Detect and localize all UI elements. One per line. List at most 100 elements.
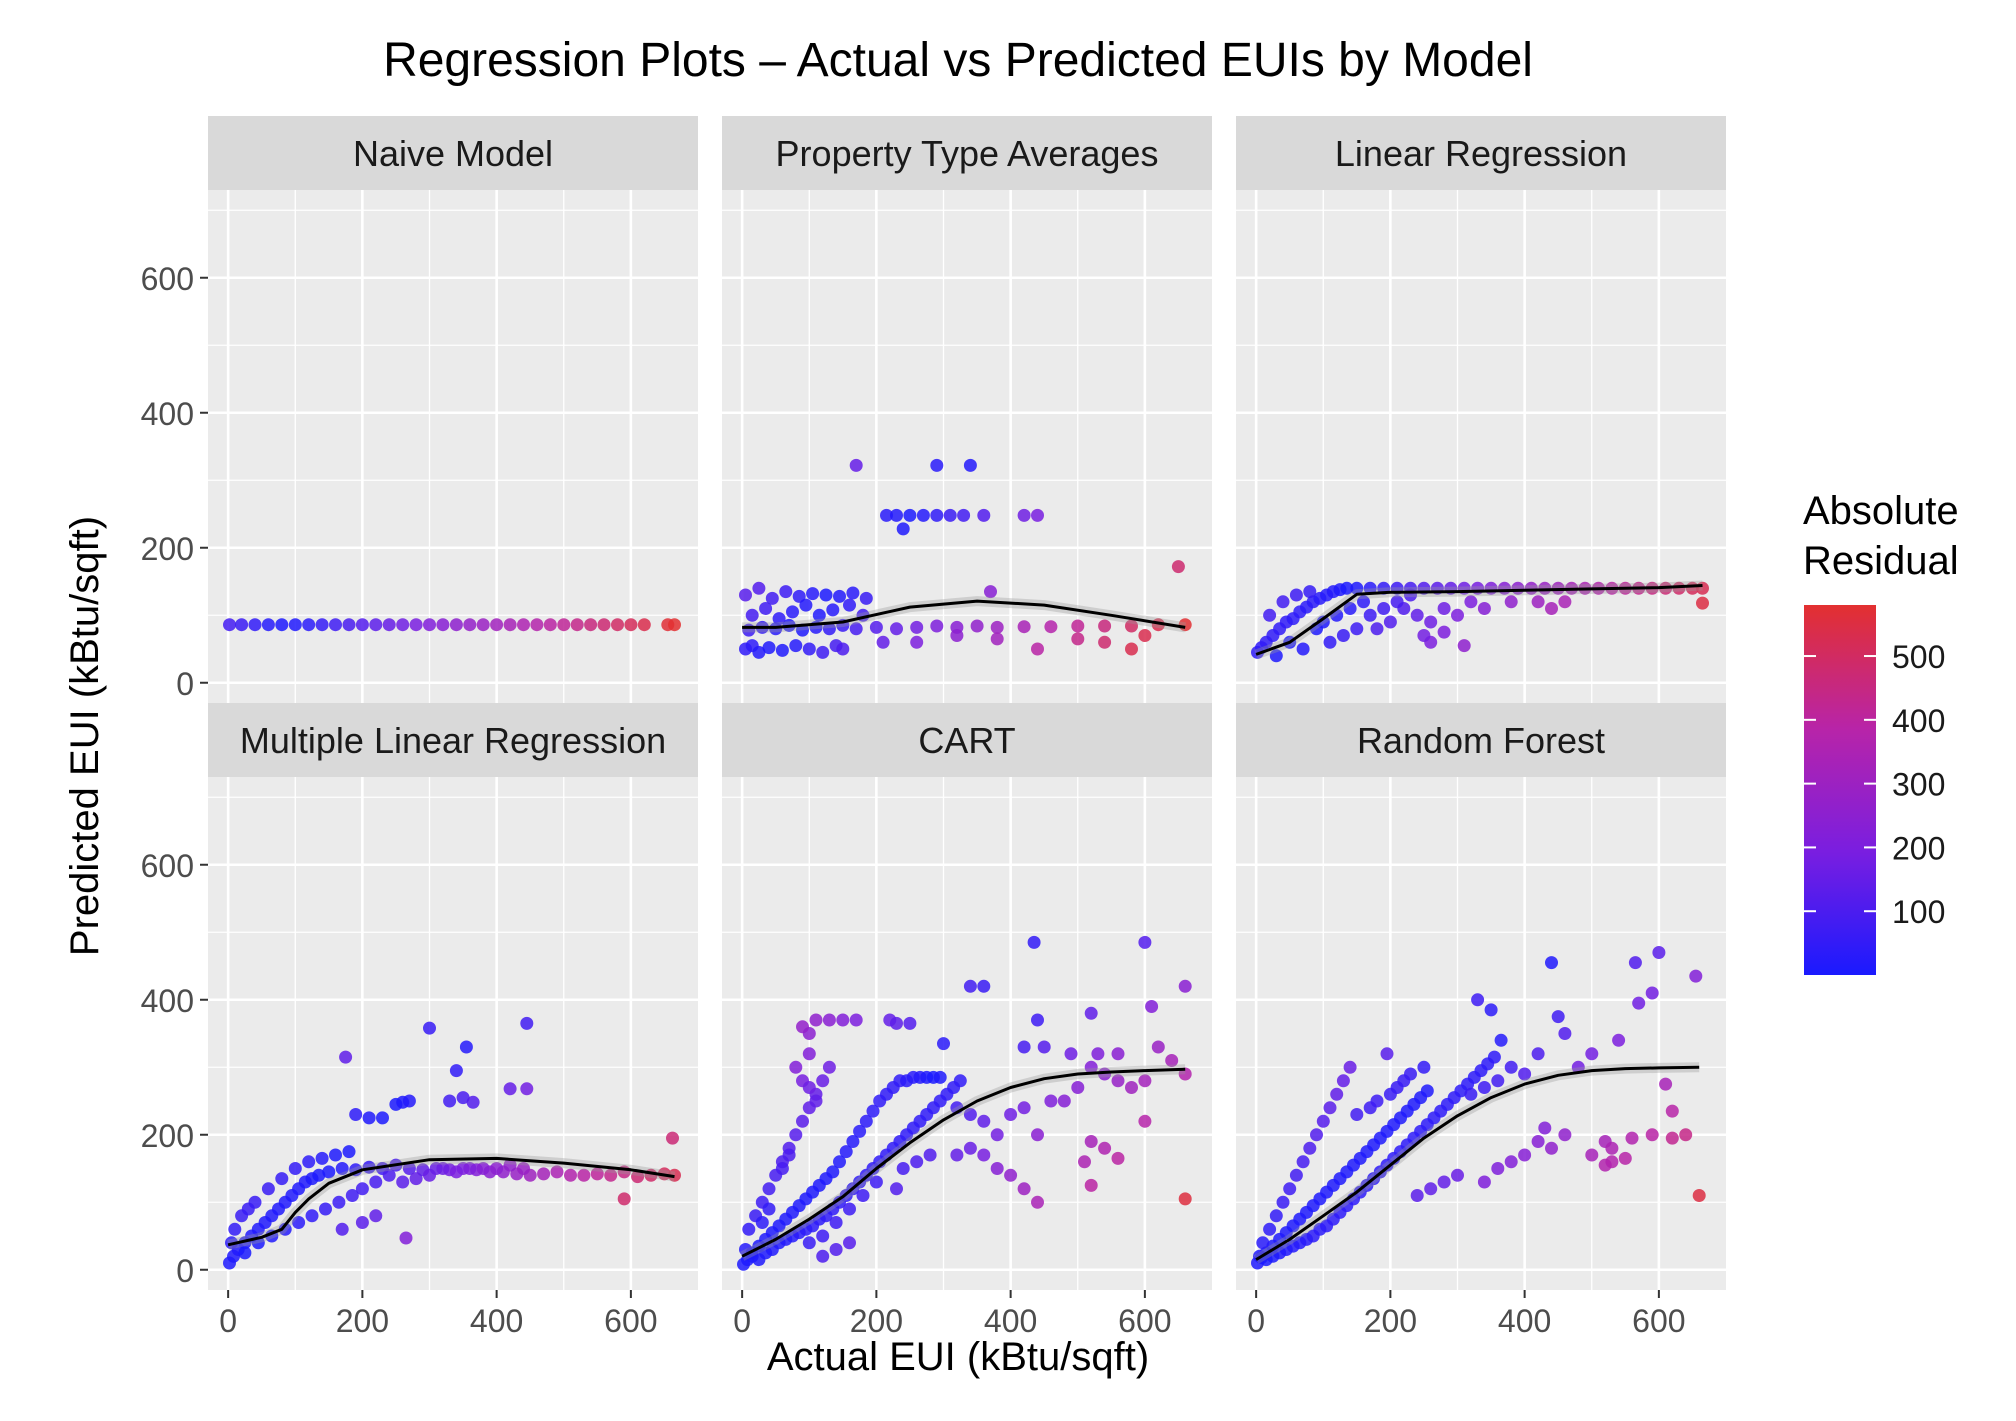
data-point [1471, 993, 1485, 1007]
data-point [302, 618, 316, 632]
data-point [829, 1243, 843, 1256]
data-point [1336, 629, 1350, 642]
data-point [329, 618, 342, 632]
data-point [937, 1037, 950, 1051]
data-point [1484, 1003, 1498, 1017]
data-point [223, 618, 236, 632]
data-point [977, 508, 991, 522]
data-point [449, 1064, 463, 1078]
data-point [590, 1167, 604, 1181]
data-point [1628, 956, 1642, 970]
legend-colorbar [1804, 605, 1876, 975]
data-point [930, 619, 944, 633]
y-tick-label: 400 [141, 983, 194, 1019]
data-point [849, 458, 863, 472]
panel-cart: CART 0 200 400 600 [722, 703, 1212, 1339]
data-point [1323, 635, 1337, 649]
data-point [1457, 639, 1471, 653]
data-point [833, 1155, 846, 1169]
data-point [1487, 1050, 1501, 1064]
data-point [1551, 1010, 1565, 1024]
data-point [953, 1074, 967, 1088]
data-point [1350, 581, 1364, 595]
data-point [1464, 595, 1478, 609]
panel-strip [722, 116, 1212, 190]
y-tick-label: 0 [176, 666, 194, 702]
data-point [853, 1124, 867, 1138]
data-point [597, 618, 611, 632]
data-point [1165, 1054, 1179, 1067]
data-point [1340, 581, 1354, 595]
data-point [775, 1162, 789, 1175]
panel-random-forest: Random Forest 0 200 400 600 [1236, 703, 1726, 1339]
data-point [335, 1162, 349, 1175]
data-point [990, 1162, 1004, 1175]
data-point [859, 1114, 873, 1128]
data-point [1531, 595, 1545, 609]
legend-tick-label: 300 [1892, 767, 1945, 803]
data-point [977, 979, 991, 993]
data-point [288, 1162, 302, 1175]
data-point [292, 1216, 306, 1229]
data-point [1380, 1047, 1394, 1061]
data-point [1310, 1128, 1323, 1142]
data-point [896, 1162, 910, 1175]
data-point [1585, 1148, 1599, 1162]
data-point [1151, 1040, 1165, 1054]
data-point [742, 1222, 756, 1236]
data-point [376, 1111, 389, 1125]
data-point [362, 1111, 376, 1125]
data-point [1518, 1067, 1532, 1081]
data-point [1494, 1033, 1508, 1047]
data-point [896, 522, 910, 536]
data-point [1343, 1060, 1357, 1074]
x-tick-label: 400 [470, 1303, 523, 1339]
data-point [782, 1148, 796, 1162]
data-point [456, 1091, 470, 1105]
data-point [843, 1202, 856, 1216]
data-point [355, 1216, 369, 1229]
scatter-points [223, 618, 681, 632]
data-point [1098, 635, 1112, 649]
x-tick-label: 200 [1364, 1303, 1417, 1339]
data-point [436, 618, 450, 632]
data-point [1037, 1040, 1051, 1054]
panel-title: Multiple Linear Regression [240, 720, 666, 761]
x-tick-label: 600 [1118, 1303, 1171, 1339]
data-point [248, 1195, 262, 1209]
data-point [517, 1162, 530, 1175]
data-point [1316, 1114, 1330, 1128]
data-point [943, 508, 957, 522]
data-point [1031, 642, 1044, 656]
data-point [517, 618, 530, 632]
data-point [349, 1108, 363, 1121]
data-point [1256, 1236, 1270, 1250]
data-point [355, 1182, 369, 1196]
data-point [1091, 1047, 1105, 1061]
data-point [342, 618, 356, 632]
data-point [459, 1040, 473, 1054]
data-point [809, 1094, 823, 1108]
x-tick-label: 0 [1247, 1303, 1265, 1339]
data-point [369, 1209, 383, 1223]
data-point [755, 1216, 769, 1229]
data-point [806, 587, 820, 601]
data-point [1618, 1151, 1632, 1165]
data-point [1178, 979, 1192, 993]
data-point [1491, 1074, 1505, 1088]
data-point [570, 618, 584, 632]
data-point [762, 1182, 776, 1196]
data-point [1017, 1182, 1031, 1196]
data-point [802, 1047, 816, 1061]
data-point [1417, 1060, 1431, 1074]
data-point [1424, 615, 1438, 629]
data-point [617, 1192, 631, 1206]
data-point [1531, 1135, 1545, 1148]
data-point [963, 458, 977, 472]
data-point [668, 618, 681, 632]
x-tick-label: 400 [1498, 1303, 1551, 1339]
data-point [520, 1082, 534, 1096]
smooth-trend-line [1255, 584, 1703, 656]
panel-strip [1236, 116, 1726, 190]
